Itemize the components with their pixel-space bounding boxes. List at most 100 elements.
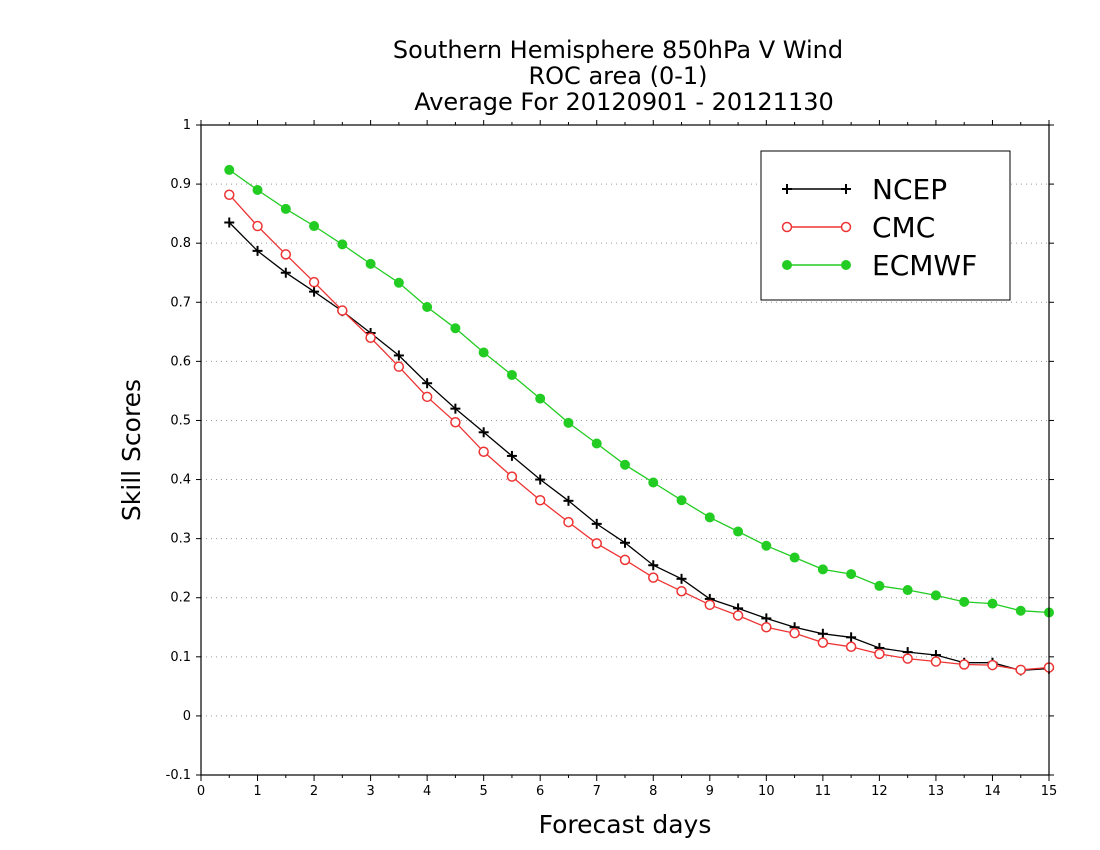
x-tick-label: 2 <box>310 784 318 799</box>
data-point-cmc <box>874 648 885 660</box>
legend-label-ecmwf: ECMWF <box>872 249 977 282</box>
legend-item-ecmwf: ECMWF <box>782 249 977 282</box>
data-point-ncep <box>478 427 489 438</box>
y-tick-label: 1 <box>183 118 191 133</box>
data-point-cmc <box>252 220 263 232</box>
data-point-ncep <box>309 286 320 297</box>
data-point-cmc <box>902 653 913 664</box>
data-point-ecmwf <box>365 258 376 269</box>
data-point-cmc <box>478 446 489 458</box>
data-point-cmc <box>704 599 716 611</box>
data-point-ecmwf <box>817 564 828 575</box>
legend-marker-ncep <box>782 184 792 194</box>
data-point-ecmwf <box>620 459 630 470</box>
y-axis-label: Skill Scores <box>117 379 146 521</box>
data-point-ncep <box>422 378 433 389</box>
data-point-ncep <box>450 403 461 414</box>
data-point-ecmwf <box>337 239 348 250</box>
data-point-ecmwf <box>902 585 913 596</box>
data-point-cmc <box>958 659 970 670</box>
data-point-cmc <box>648 572 659 583</box>
data-point-cmc <box>930 656 942 667</box>
x-tick-label: 4 <box>423 784 431 799</box>
data-point-ncep <box>648 560 659 571</box>
data-point-ecmwf <box>506 369 517 380</box>
title-line-3: Average For 20120901 - 20121130 <box>414 88 834 116</box>
data-point-ecmwf <box>789 552 800 563</box>
data-point-cmc <box>534 494 546 506</box>
data-point-ncep <box>620 537 630 548</box>
data-point-ecmwf <box>676 495 687 506</box>
data-point-ecmwf <box>252 185 263 195</box>
x-axis-label: Forecast days <box>539 810 712 839</box>
title-line-1: Southern Hemisphere 850hPa V Wind <box>393 36 843 64</box>
y-tick-label: 0.7 <box>170 295 191 310</box>
y-tick-label: 0.9 <box>170 177 191 192</box>
legend-box <box>760 150 1011 301</box>
data-point-ecmwf <box>563 417 574 428</box>
data-point-ncep <box>591 518 602 529</box>
data-point-cmc <box>450 416 461 428</box>
data-point-ecmwf <box>648 477 659 488</box>
y-tick-label: 0 <box>183 709 191 724</box>
data-point-ncep <box>224 217 235 228</box>
data-point-ecmwf <box>959 596 970 607</box>
data-point-cmc <box>337 305 348 316</box>
title-line-2: ROC area (0-1) <box>528 62 707 90</box>
x-tick-label: 6 <box>536 784 544 799</box>
legend-marker-ecmwf <box>841 260 851 270</box>
data-point-cmc <box>365 332 376 343</box>
x-tick-label: 3 <box>366 784 374 799</box>
x-tick-label: 10 <box>758 784 775 799</box>
x-tick-label: 9 <box>706 784 714 799</box>
data-point-ncep <box>817 628 828 639</box>
data-point-ecmwf <box>733 526 744 537</box>
data-point-ncep <box>846 632 857 643</box>
legend-label-cmc: CMC <box>872 211 935 244</box>
x-tick-label: 11 <box>815 784 832 799</box>
data-point-cmc <box>789 627 800 639</box>
data-point-ecmwf <box>874 580 885 591</box>
legend-marker-cmc <box>781 221 793 233</box>
y-tick-label: -0.1 <box>166 768 191 783</box>
data-point-ecmwf <box>280 203 291 214</box>
data-point-ncep <box>506 450 517 461</box>
x-tick-label: 0 <box>197 784 205 799</box>
x-tick-label: 1 <box>253 784 261 799</box>
legend-marker-ecmwf <box>782 260 792 270</box>
x-tick-label: 5 <box>480 784 488 799</box>
data-point-ecmwf <box>591 438 602 449</box>
y-tick-label: 0.6 <box>170 354 191 369</box>
data-point-ecmwf <box>393 277 404 288</box>
data-point-ncep <box>761 613 772 624</box>
data-point-cmc <box>224 189 235 200</box>
data-point-cmc <box>1015 664 1026 676</box>
data-point-ncep <box>563 495 574 506</box>
legend: NCEP CMC ECMWF <box>760 150 1011 301</box>
x-tick-label: 12 <box>871 784 888 799</box>
data-point-ecmwf <box>450 323 461 334</box>
data-point-cmc <box>987 659 998 671</box>
data-point-ncep <box>676 573 687 584</box>
data-point-cmc <box>421 391 433 403</box>
series-cmc <box>224 189 1055 676</box>
data-point-ecmwf <box>704 512 715 523</box>
data-point-cmc <box>563 516 574 528</box>
data-point-ecmwf <box>987 598 998 609</box>
data-point-ecmwf <box>846 569 857 580</box>
legend-label-ncep: NCEP <box>872 173 947 206</box>
series-layer <box>224 164 1055 676</box>
data-point-cmc <box>676 585 687 597</box>
legend-marker-cmc <box>840 221 852 233</box>
series-ecmwf <box>224 164 1054 618</box>
data-point-cmc <box>591 538 602 549</box>
legend-item-cmc: CMC <box>781 211 935 244</box>
data-point-ecmwf <box>224 164 235 175</box>
data-point-cmc <box>506 471 518 482</box>
data-point-ncep <box>393 350 404 361</box>
legend-marker-ncep <box>841 184 851 194</box>
data-point-cmc <box>817 637 829 648</box>
data-point-cmc <box>308 276 320 288</box>
data-point-cmc <box>393 361 405 372</box>
